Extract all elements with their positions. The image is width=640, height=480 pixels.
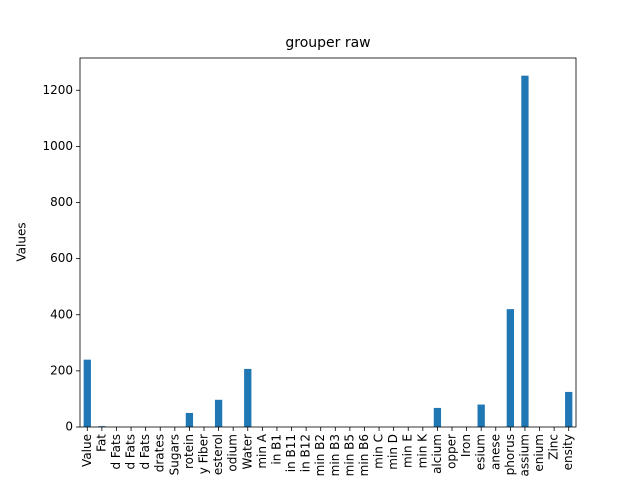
x-tick-label: min B2 (313, 434, 327, 476)
plot-frame (79, 57, 577, 428)
bar (244, 368, 252, 427)
x-tick-label: in B12 (299, 434, 313, 472)
x-tick-label: Value (80, 434, 94, 467)
x-tick-label: esterol (211, 434, 225, 475)
y-tick-label: 1200 (42, 83, 73, 97)
x-tick-label: min B5 (342, 434, 356, 476)
x-tick-label: y Fiber (197, 434, 211, 474)
x-tick-label: Zinc (547, 434, 561, 460)
x-tick-label: ensity (561, 434, 575, 470)
x-tick-label: min B3 (328, 434, 342, 476)
x-tick-label: assium (517, 434, 531, 477)
x-tick-label: min D (386, 434, 400, 470)
x-tick-label: drates (153, 434, 167, 472)
x-tick-label: Water (240, 434, 254, 470)
bar (185, 412, 194, 427)
x-tick-label: opper (445, 434, 459, 469)
y-tick-label: 200 (50, 363, 73, 377)
bar (565, 391, 573, 427)
x-tick-label: Iron (459, 434, 473, 457)
x-tick-label: d Fats (124, 434, 138, 470)
x-tick-label: min K (415, 433, 429, 468)
bar (83, 359, 91, 427)
x-tick-label: min A (255, 433, 269, 468)
x-tick-label: in B11 (284, 434, 298, 472)
bar (433, 407, 442, 427)
y-tick-label: 400 (50, 307, 73, 321)
x-tick-label: d Fats (109, 434, 123, 470)
y-axis-label: Values (15, 222, 29, 261)
x-tick-label: min C (372, 434, 386, 469)
y-tick-label: 0 (65, 420, 73, 434)
x-tick-label: enium (532, 434, 546, 472)
y-tick-label: 600 (50, 251, 73, 265)
bar (521, 75, 529, 427)
bar (477, 404, 485, 427)
x-tick-label: Fat (94, 434, 108, 452)
x-tick-label: rotein (182, 434, 196, 469)
y-tick-label: 1000 (42, 139, 73, 153)
x-tick-label: Sugars (167, 434, 181, 475)
x-tick-label: min E (401, 434, 415, 468)
x-tick-label: alcium (430, 434, 444, 474)
x-tick-label: anese (488, 434, 502, 470)
chart-title: grouper raw (285, 35, 370, 51)
bar (506, 309, 514, 427)
x-tick-label: min B6 (357, 434, 371, 476)
x-tick-label: phorus (503, 434, 517, 475)
bar (214, 399, 223, 427)
y-tick-label: 800 (50, 195, 73, 209)
x-tick-label: esium (474, 434, 488, 470)
x-tick-label: in B1 (269, 434, 283, 465)
x-tick-label: odium (226, 434, 240, 472)
bar (98, 426, 106, 427)
x-tick-label: d Fats (138, 434, 152, 470)
